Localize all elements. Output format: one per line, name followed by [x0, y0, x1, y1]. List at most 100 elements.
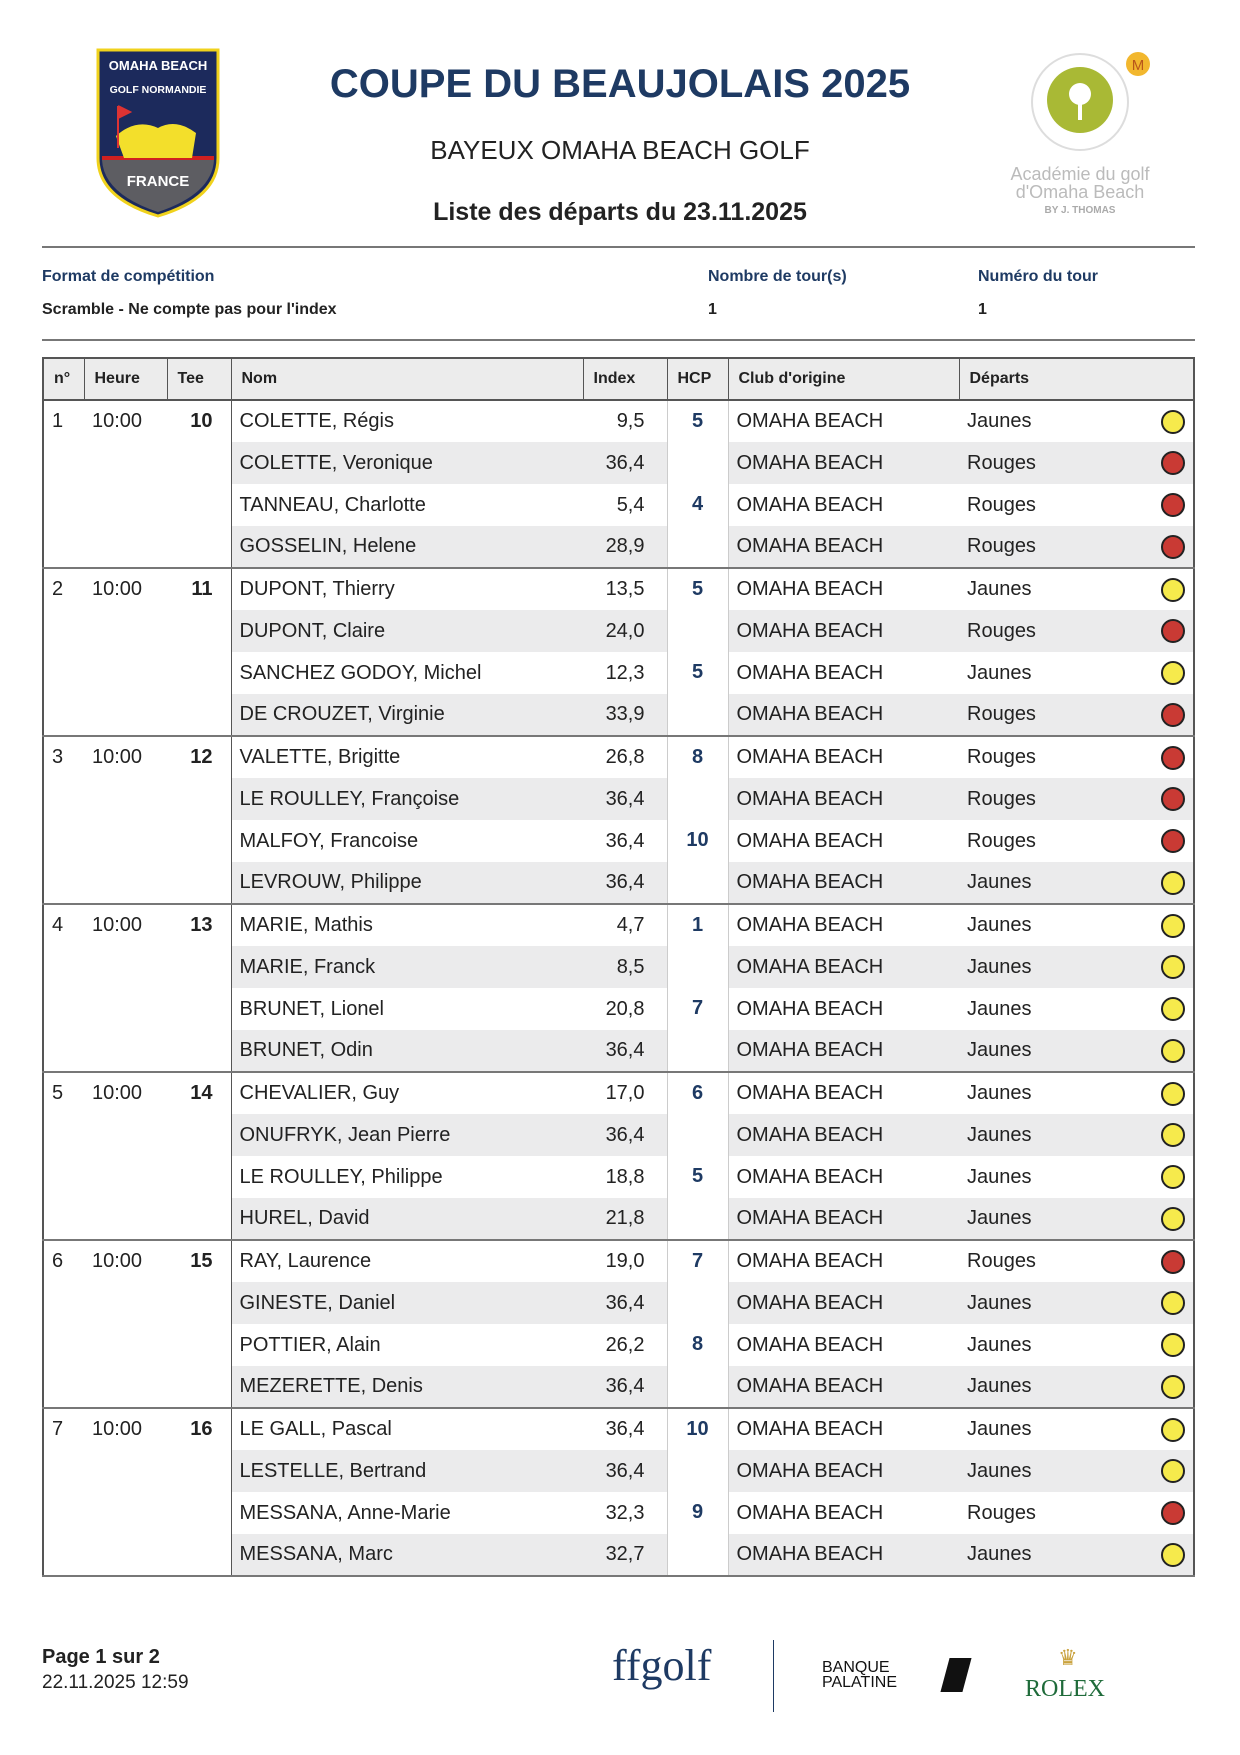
departure-tee: Jaunes	[967, 997, 1032, 1020]
player-name: DUPONT, Claire	[231, 610, 583, 652]
team-hcp: 5	[666, 400, 729, 484]
player-club: OMAHA BEACH	[728, 946, 959, 988]
tee-color-marker-icon	[1161, 661, 1185, 685]
player-name: POTTIER, Alain	[239, 1333, 381, 1356]
divider	[42, 246, 1195, 248]
team-hcp: 7	[666, 988, 729, 1073]
player-club: OMAHA BEACH	[736, 829, 884, 852]
player-index: 26,8	[605, 746, 645, 768]
col-header-time: Heure	[83, 358, 167, 401]
player-name: ONUFRYK, Jean Pierre	[231, 1114, 583, 1156]
omaha-beach-golf-logo: OMAHA BEACH GOLF NORMANDIE FRANCE	[96, 48, 220, 218]
player-index: 36,4	[605, 829, 645, 852]
academie-logo-text-1: Académie du golf	[1010, 164, 1150, 184]
tee-color-marker-icon	[1161, 535, 1185, 559]
table-row: MALFOY, Francoise 36,4 10 OMAHA BEACH Rouges	[43, 820, 1194, 905]
player-index: 13,5	[605, 578, 645, 600]
tee-time: 10:00	[84, 904, 167, 1073]
team-hcp: 5	[666, 568, 729, 652]
departure-tee: Rouges	[967, 451, 1036, 474]
player-index: 4,7	[616, 914, 645, 936]
table-row: 7 10:00 16 LE GALL, Pascal 36,4 10 OMAHA BEACH…	[43, 1408, 1194, 1577]
player-index: 33,9	[583, 694, 667, 737]
player-club: OMAHA BEACH	[728, 1114, 959, 1156]
tee-color-marker-icon	[1161, 410, 1185, 434]
player-club: OMAHA BEACH	[736, 1501, 884, 1524]
table-row: HUREL, David 21,8 OMAHA BEACH Jaunes	[43, 1198, 1194, 1241]
table-row: BRUNET, Odin 36,4 OMAHA BEACH Jaunes	[43, 1030, 1194, 1073]
table-header: n° Heure Tee Nom Index HCP Club d'origin…	[43, 358, 1194, 401]
table-row: MESSANA, Marc 32,7 OMAHA BEACH Jaunes	[43, 1534, 1194, 1577]
page-title: COUPE DU BEAUJOLAIS 2025	[329, 62, 911, 106]
player-name: MARIE, Franck	[231, 946, 583, 988]
player-name: LE ROULLEY, Françoise	[231, 778, 583, 820]
player-index: 9,5	[616, 410, 645, 432]
player-index: 8,5	[583, 946, 667, 988]
player-club: OMAHA BEACH	[728, 1198, 959, 1241]
player-index: 32,3	[605, 1501, 645, 1524]
player-club: OMAHA BEACH	[728, 1282, 959, 1324]
tee-time: 10:00	[84, 1408, 167, 1577]
player-index: 17,0	[605, 1082, 645, 1104]
format-value: Scramble - Ne compte pas pour l'index	[42, 301, 337, 318]
table-row: ONUFRYK, Jean Pierre 36,4 OMAHA BEACH Jaune…	[43, 1114, 1194, 1156]
group-number: 1	[43, 400, 84, 569]
list-title: Liste des départs du 23.11.2025	[433, 198, 807, 226]
table-row: 6 10:00 15 RAY, Laurence 19,0 7 OMAHA BEACH Rou…	[43, 1240, 1194, 1409]
player-club: OMAHA BEACH	[728, 1450, 959, 1492]
departure-tee: Rouges	[967, 1250, 1036, 1272]
tee-color-marker-icon	[1161, 871, 1185, 895]
tee-number: 10	[167, 400, 232, 569]
table-row: 4 10:00 13 MARIE, Mathis 4,7 1 OMAHA BEACH Jaun…	[43, 904, 1194, 1073]
player-name: GINESTE, Daniel	[231, 1282, 583, 1324]
team-hcp: 10	[666, 1408, 729, 1492]
table-row: 3 10:00 12 VALETTE, Brigitte 26,8 8 OMAHA BEAC…	[43, 736, 1194, 905]
table-row: 1 10:00 10 COLETTE, Régis 9,5 5 OMAHA BEACH Jau…	[43, 400, 1194, 569]
team-hcp: 4	[666, 484, 729, 569]
table-row: DUPONT, Claire 24,0 OMAHA BEACH Rouges	[43, 610, 1194, 652]
departure-tee: Jaunes	[967, 410, 1032, 432]
svg-text:OMAHA BEACH: OMAHA BEACH	[109, 58, 207, 73]
tee-time: 10:00	[84, 568, 167, 737]
tee-color-marker-icon	[1161, 1082, 1185, 1106]
banque-palatine-logo: BANQUE PALATINE	[822, 1659, 897, 1691]
departure-tee: Jaunes	[967, 1207, 1032, 1229]
departure-tee: Rouges	[967, 787, 1036, 810]
player-index: 36,4	[605, 1418, 645, 1440]
tee-color-marker-icon	[1161, 1123, 1185, 1147]
player-index: 32,7	[583, 1534, 667, 1577]
tee-color-marker-icon	[1161, 914, 1185, 938]
player-index: 18,8	[605, 1165, 645, 1188]
round-number-label: Numéro du tour	[978, 268, 1098, 285]
table-row: TANNEAU, Charlotte 5,4 4 OMAHA BEACH Rouges	[43, 484, 1194, 569]
player-name: SANCHEZ GODOY, Michel	[239, 661, 482, 684]
venue-subtitle: BAYEUX OMAHA BEACH GOLF	[430, 135, 810, 165]
player-club: OMAHA BEACH	[736, 1333, 884, 1356]
tee-color-marker-icon	[1161, 493, 1185, 517]
player-name: LE GALL, Pascal	[239, 1418, 392, 1440]
golf-ball-tee-icon: M	[1031, 52, 1150, 151]
departure-tee: Jaunes	[967, 1123, 1032, 1146]
player-name: DE CROUZET, Virginie	[231, 694, 583, 737]
col-header-club: Club d'origine	[727, 358, 959, 401]
tee-number: 15	[167, 1240, 232, 1409]
tee-time: 10:00	[84, 736, 167, 905]
player-name: MESSANA, Anne-Marie	[239, 1501, 451, 1524]
svg-text:FRANCE: FRANCE	[127, 173, 190, 190]
departure-tee: Jaunes	[967, 914, 1032, 936]
tee-color-marker-icon	[1161, 787, 1185, 811]
print-date: 22.11.2025 12:59	[42, 1672, 189, 1693]
palatine-emblem-icon	[940, 1658, 972, 1692]
player-index: 36,4	[583, 1282, 667, 1324]
tee-color-marker-icon	[1161, 451, 1185, 475]
svg-text:GOLF NORMANDIE: GOLF NORMANDIE	[110, 84, 207, 96]
player-index: 36,4	[583, 1366, 667, 1409]
player-name: COLETTE, Veronique	[231, 442, 583, 484]
footer-divider	[773, 1640, 774, 1712]
tee-number: 11	[167, 568, 232, 737]
tee-color-marker-icon	[1161, 578, 1185, 602]
departure-tee: Jaunes	[967, 1333, 1032, 1356]
departure-tee: Jaunes	[967, 871, 1032, 893]
table-row: SANCHEZ GODOY, Michel 12,3 5 OMAHA BEACH Jau…	[43, 652, 1194, 737]
svg-text:M: M	[1132, 57, 1145, 74]
